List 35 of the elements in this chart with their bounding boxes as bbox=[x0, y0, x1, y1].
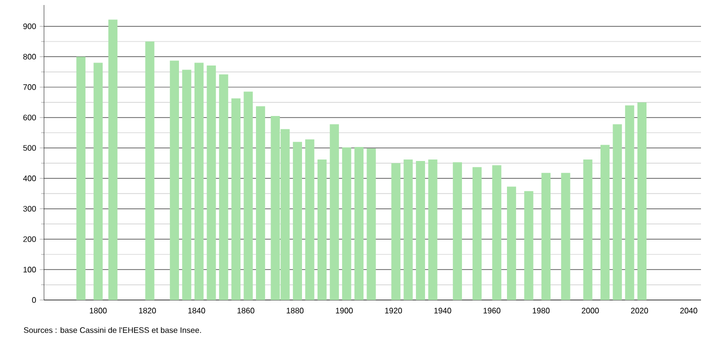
bar bbox=[305, 139, 314, 300]
bar bbox=[170, 60, 179, 300]
bar bbox=[524, 191, 534, 300]
bar bbox=[318, 160, 327, 300]
bar bbox=[404, 160, 413, 300]
bar bbox=[256, 106, 266, 300]
bar bbox=[561, 172, 570, 300]
bar bbox=[492, 165, 502, 300]
bar bbox=[354, 147, 364, 300]
bar bbox=[366, 148, 376, 300]
bar bbox=[292, 142, 302, 300]
bar bbox=[108, 20, 118, 300]
bar bbox=[94, 62, 103, 300]
bar bbox=[472, 167, 482, 300]
bar bbox=[145, 42, 154, 300]
bar bbox=[342, 147, 352, 300]
bar bbox=[612, 124, 622, 300]
bar bbox=[625, 105, 634, 300]
bar bbox=[182, 70, 192, 300]
bar bbox=[428, 160, 438, 300]
bar bbox=[600, 144, 610, 300]
bar bbox=[244, 92, 253, 300]
bar bbox=[637, 102, 647, 300]
bar bbox=[76, 56, 86, 300]
bar bbox=[583, 160, 592, 300]
bar bbox=[194, 62, 204, 300]
bar bbox=[219, 74, 228, 300]
bar bbox=[391, 163, 400, 300]
bar bbox=[506, 186, 516, 300]
bar bbox=[416, 161, 426, 300]
bar bbox=[206, 66, 216, 300]
bar bbox=[452, 162, 462, 300]
bar bbox=[330, 124, 339, 300]
bar bbox=[231, 98, 240, 300]
bar bbox=[541, 172, 551, 300]
